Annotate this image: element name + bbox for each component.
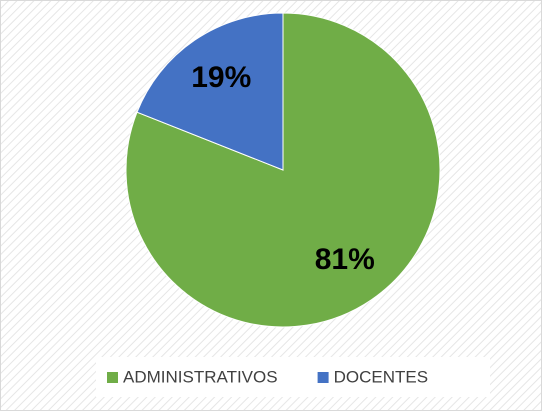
- data-label: 19%: [191, 61, 251, 94]
- legend-label: DOCENTES: [334, 367, 428, 386]
- pie-slice: [136, 12, 284, 171]
- data-label: 81%: [315, 243, 375, 276]
- legend-swatch: [107, 372, 118, 383]
- legend-swatch: [317, 372, 329, 383]
- legend-label: ADMINISTRATIVOS: [123, 367, 278, 386]
- legend-box: [96, 357, 490, 397]
